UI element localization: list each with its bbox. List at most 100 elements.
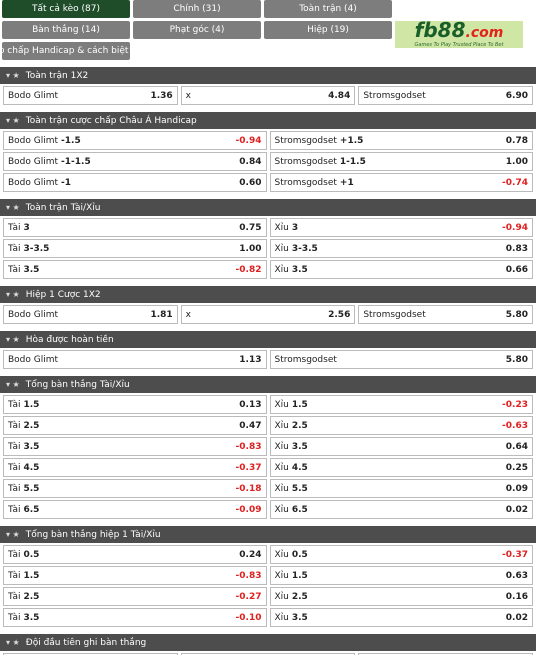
odds-cell[interactable]: Tài 4.5 -0.37 xyxy=(3,458,267,477)
odds-row xyxy=(0,653,536,655)
odds-cell[interactable]: Xỉu 3.5 0.02 xyxy=(269,608,533,627)
odds-cell[interactable]: Stromsgodset 6.90 xyxy=(358,86,534,105)
section-header[interactable]: ▾ ★ Tổng bàn thắng Tài/Xỉu xyxy=(0,376,536,393)
selection: Stromsgodset xyxy=(363,310,425,320)
odds-cell[interactable]: Xỉu 0.5 -0.37 xyxy=(269,545,533,564)
selection-name: Xỉu xyxy=(274,591,289,602)
odds-cell[interactable]: Xỉu 1.5 0.63 xyxy=(269,566,533,585)
odds-cell[interactable]: Xỉu 2.5 0.16 xyxy=(269,587,533,606)
handicap-line: 4.5 xyxy=(291,462,308,473)
section-title: Tổng bàn thắng Tài/Xỉu xyxy=(25,379,130,390)
selection: Stromsgodset +1 xyxy=(275,178,354,188)
odds: 5.80 xyxy=(505,309,529,320)
odds-cell[interactable]: Bodo Glimt 1.13 xyxy=(3,350,267,369)
tab[interactable]: Chính (31) xyxy=(133,0,261,18)
odds-cell[interactable]: Tài 5.5 -0.18 xyxy=(3,479,267,498)
odds-cell[interactable]: Xỉu 2.5 -0.63 xyxy=(269,416,533,435)
odds-cell[interactable]: Tài 3.5 -0.82 xyxy=(3,260,267,279)
header-icons: ▾ ★ xyxy=(6,380,20,389)
odds: -0.82 xyxy=(235,264,262,275)
odds-cell[interactable]: Xỉu 3.5 0.64 xyxy=(269,437,533,456)
odds-cell[interactable]: Tài 3.5 -0.83 xyxy=(3,437,267,456)
odds-row: Tài 3.5 -0.10 Xỉu 3.5 0.02 xyxy=(0,608,536,627)
odds-cell[interactable]: Xỉu 1.5 -0.23 xyxy=(269,395,533,414)
odds-row: Tài 3 0.75 Xỉu 3 -0.94 xyxy=(0,218,536,237)
selection-name: x xyxy=(185,90,191,101)
selection: Tài 2.5 xyxy=(8,592,39,602)
odds: 0.78 xyxy=(505,135,528,146)
header-icons: ▾ ★ xyxy=(6,290,20,299)
section-header[interactable]: ▾ ★ Đội đầu tiên ghi bàn thắng xyxy=(0,634,536,651)
section-header[interactable]: ▾ ★ Toàn trận cược chấp Châu Á Handicap xyxy=(0,112,536,129)
handicap-line: +1 xyxy=(339,177,354,188)
odds-cell[interactable]: Bodo Glimt -1.5 -0.94 xyxy=(3,131,267,150)
odds: 5.80 xyxy=(505,354,528,365)
tab[interactable]: Bàn thắng (14) xyxy=(2,21,130,39)
selection: Xỉu 5.5 xyxy=(275,484,308,494)
handicap-line: 3.5 xyxy=(291,441,308,452)
odds-cell[interactable]: Tài 0.5 0.24 xyxy=(3,545,267,564)
selection: Tài 4.5 xyxy=(8,463,39,473)
odds-cell[interactable]: Tài 2.5 0.47 xyxy=(3,416,267,435)
odds-cell[interactable]: Tài 3-3.5 1.00 xyxy=(3,239,267,258)
section-header[interactable]: ▾ ★ Toàn trận 1X2 xyxy=(0,67,536,84)
tab[interactable]: Hiệp (19) xyxy=(264,21,392,39)
handicap-line: 1-1.5 xyxy=(339,156,366,167)
header-icons: ▾ ★ xyxy=(6,71,20,80)
selection: Xỉu 2.5 xyxy=(275,421,308,431)
odds-cell[interactable]: Bodo Glimt 1.81 xyxy=(3,305,178,324)
logo-text: fb88 xyxy=(414,18,466,42)
tab[interactable]: Phạt góc (4) xyxy=(133,21,261,39)
selection: Xỉu 6.5 xyxy=(275,505,308,515)
odds-cell[interactable]: Bodo Glimt -1 0.60 xyxy=(3,173,267,192)
odds-cell[interactable]: Xỉu 4.5 0.25 xyxy=(269,458,533,477)
odds-cell[interactable]: Tài 1.5 -0.83 xyxy=(3,566,267,585)
selection-name: Tài xyxy=(8,612,21,623)
odds-cell[interactable]: Xỉu 6.5 0.02 xyxy=(269,500,533,519)
section-header[interactable]: ▾ ★ Toàn trận Tài/Xỉu xyxy=(0,199,536,216)
header-icons: ▾ ★ xyxy=(6,203,20,212)
odds-cell[interactable]: Xỉu 5.5 0.09 xyxy=(269,479,533,498)
odds-cell[interactable]: x 4.84 xyxy=(180,86,356,105)
selection: Bodo Glimt xyxy=(8,310,58,320)
odds-cell[interactable] xyxy=(3,653,178,655)
odds-cell[interactable]: Tài 2.5 -0.27 xyxy=(3,587,267,606)
odds-cell[interactable]: Stromsgodset 5.80 xyxy=(358,305,534,324)
odds-cell[interactable]: Tài 1.5 0.13 xyxy=(3,395,267,414)
tab[interactable]: Tất cả kèo (87) xyxy=(2,0,130,18)
tab[interactable]: Toàn trận (4) xyxy=(264,0,392,18)
odds-cell[interactable] xyxy=(180,653,356,655)
odds-cell[interactable]: Stromsgodset +1 -0.74 xyxy=(269,173,533,192)
odds-cell[interactable]: Stromsgodset 5.80 xyxy=(269,350,533,369)
market-section: ▾ ★ Toàn trận cược chấp Châu Á Handicap Bo… xyxy=(0,112,536,192)
tab[interactable]: Kèo chấp Handicap & cách biệt (3) xyxy=(0,42,144,60)
section-title: Hiệp 1 Cược 1X2 xyxy=(25,289,101,300)
section-title: Hòa được hoàn tiền xyxy=(25,334,114,345)
odds: -0.09 xyxy=(235,504,262,515)
odds-cell[interactable]: x 2.56 xyxy=(180,305,356,324)
odds-cell[interactable] xyxy=(358,653,534,655)
odds-cell[interactable]: Xỉu 3.5 0.66 xyxy=(269,260,533,279)
logo-tagline: Games To Play Trusted Place To Bet xyxy=(414,42,504,48)
selection-name: Bodo Glimt xyxy=(8,354,59,365)
odds-cell[interactable]: Bodo Glimt -1-1.5 0.84 xyxy=(3,152,267,171)
selection-name: Xỉu xyxy=(274,462,289,473)
selection: Stromsgodset +1.5 xyxy=(275,136,364,146)
odds-cell[interactable]: Xỉu 3-3.5 0.83 xyxy=(269,239,533,258)
selection-name: x xyxy=(185,309,191,320)
odds-row: Tài 2.5 0.47 Xỉu 2.5 -0.63 xyxy=(0,416,536,435)
odds-cell[interactable]: Tài 6.5 -0.09 xyxy=(3,500,267,519)
odds-cell[interactable]: Xỉu 3 -0.94 xyxy=(269,218,533,237)
section-header[interactable]: ▾ ★ Tổng bàn thắng hiệp 1 Tài/Xỉu xyxy=(0,526,536,543)
odds-cell[interactable]: Stromsgodset +1.5 0.78 xyxy=(269,131,533,150)
odds-cell[interactable]: Tài 3 0.75 xyxy=(3,218,267,237)
section-header[interactable]: ▾ ★ Hòa được hoàn tiền xyxy=(0,331,536,348)
selection: Bodo Glimt xyxy=(8,91,58,101)
selection: Stromsgodset xyxy=(363,91,425,101)
handicap-line: 1.5 xyxy=(291,399,308,410)
odds-cell[interactable]: Bodo Glimt 1.36 xyxy=(3,86,178,105)
odds-cell[interactable]: Stromsgodset 1-1.5 1.00 xyxy=(269,152,533,171)
odds-cell[interactable]: Tài 3.5 -0.10 xyxy=(3,608,267,627)
section-header[interactable]: ▾ ★ Hiệp 1 Cược 1X2 xyxy=(0,286,536,303)
selection-name: Tài xyxy=(8,504,21,515)
